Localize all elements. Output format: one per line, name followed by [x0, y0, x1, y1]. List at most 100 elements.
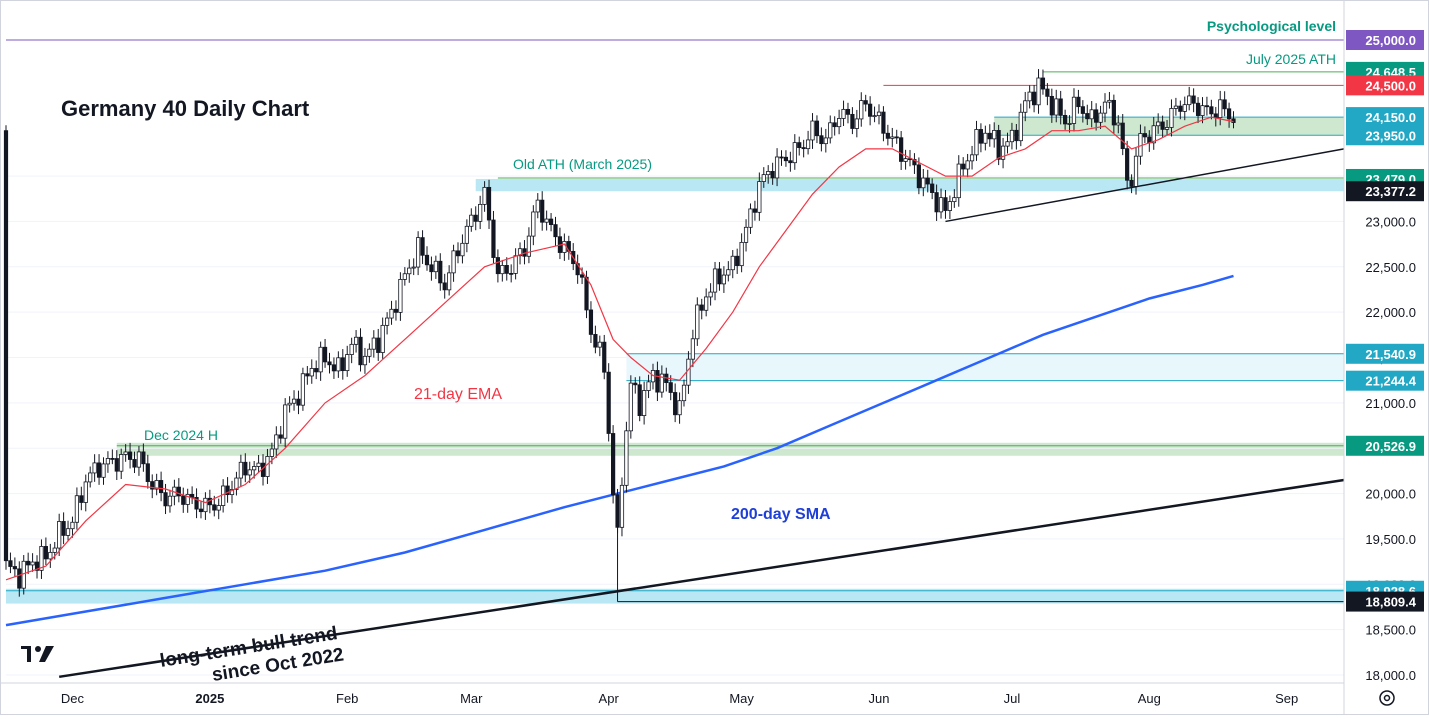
candle-body: [1027, 91, 1032, 102]
candle-body: [305, 373, 310, 377]
candle-body: [451, 250, 456, 274]
candle-body: [1094, 109, 1099, 123]
candle-body: [101, 463, 106, 478]
candle-body: [61, 521, 66, 536]
candle-body: [983, 132, 988, 144]
candle-body: [243, 461, 248, 476]
candle-body: [854, 118, 859, 129]
candle-body: [1005, 141, 1010, 147]
y-axis[interactable]: 18,000.018,500.018,928.619,500.020,000.0…: [1343, 1, 1424, 714]
candle-body: [105, 458, 111, 465]
candle-body: [1116, 122, 1121, 126]
candle-body: [460, 242, 465, 257]
y-tick-label: 19,500.0: [1365, 532, 1416, 547]
candle-body: [748, 208, 753, 228]
candle-body: [903, 158, 908, 162]
ema21-line: [5, 116, 1234, 581]
candle-body: [801, 147, 806, 150]
candle-body: [850, 113, 855, 129]
candle-body: [265, 456, 270, 477]
candle-body: [39, 546, 44, 571]
candle-body: [429, 264, 434, 273]
candle-body: [478, 203, 483, 222]
candle-body: [1213, 113, 1218, 119]
candle-body: [252, 466, 257, 471]
candle-body: [52, 547, 57, 553]
price-tag-label: 23,377.2: [1365, 184, 1416, 199]
candle-body: [385, 317, 390, 326]
candle-body: [597, 341, 602, 348]
y-tick-label: 18,500.0: [1365, 623, 1416, 638]
candle-body: [1209, 106, 1214, 115]
candle-body: [509, 272, 514, 275]
candle-body: [185, 493, 190, 505]
candle-body: [952, 197, 957, 203]
candle-body: [163, 492, 168, 507]
candle-body: [704, 296, 709, 311]
candle-body: [1218, 99, 1223, 119]
y-tick-label: 20,000.0: [1365, 487, 1416, 502]
candle-body: [340, 357, 345, 372]
candle-body: [1014, 129, 1019, 142]
candle-body: [1031, 91, 1037, 106]
candle-body: [269, 448, 274, 457]
candle-body: [1045, 88, 1050, 97]
candle-body: [992, 130, 997, 140]
x-axis[interactable]: Dec 2025 Feb Mar Apr May Jun Jul Aug Sep: [1, 682, 1344, 706]
candle-body: [1173, 105, 1178, 109]
x-tick-label: Mar: [460, 691, 483, 706]
candle-body: [402, 273, 407, 280]
candle-body: [584, 276, 589, 311]
candle-body: [1200, 105, 1205, 116]
candle-body: [194, 497, 199, 510]
candle-body: [1125, 148, 1130, 181]
price-tag-label: 24,150.0: [1365, 110, 1416, 125]
candle-body: [814, 120, 820, 137]
candle-body: [1204, 105, 1210, 108]
candle-body: [278, 434, 283, 439]
candle-body: [1187, 95, 1192, 106]
price-tag-bg: [1346, 435, 1424, 456]
candle-body: [79, 495, 84, 503]
candle-body: [899, 137, 904, 162]
candle-body: [513, 255, 518, 274]
candle-body: [309, 368, 314, 377]
candle-body: [730, 255, 735, 271]
candle-body: [380, 324, 385, 353]
candle-body: [868, 103, 873, 117]
settings-icon[interactable]: [1379, 690, 1395, 706]
candle-body: [1178, 105, 1183, 112]
x-tick-label: Aug: [1138, 691, 1161, 706]
candle-body: [26, 560, 31, 566]
candle-body: [606, 371, 611, 434]
candle-body: [3, 130, 9, 562]
candle-body: [1129, 179, 1134, 187]
candle-body: [159, 480, 164, 494]
candle-body: [371, 337, 376, 350]
candle-body: [221, 485, 226, 506]
candle-body: [127, 451, 133, 460]
candle-body: [1000, 145, 1006, 160]
candle-body: [114, 458, 119, 472]
candle-body: [132, 459, 137, 468]
y-tick-label: 21,000.0: [1365, 396, 1416, 411]
candle-body: [593, 334, 598, 348]
candle-body: [145, 463, 150, 482]
candle-body: [881, 111, 886, 134]
candle-body: [110, 458, 115, 460]
candle-body: [1142, 133, 1147, 138]
sma200-layer: [5, 274, 1234, 627]
candle-body: [300, 373, 306, 406]
candle-body: [229, 489, 235, 496]
candle-body: [624, 430, 629, 486]
tradingview-logo[interactable]: [21, 646, 54, 662]
candle-body: [225, 485, 230, 496]
candle-body: [1080, 106, 1085, 114]
candle-body: [216, 505, 221, 511]
levels-layer: [6, 39, 1344, 603]
candle-body: [974, 129, 979, 156]
candle-body: [553, 224, 558, 238]
candle-body: [717, 268, 722, 285]
zone-dec-2024-high: [116, 442, 1345, 456]
